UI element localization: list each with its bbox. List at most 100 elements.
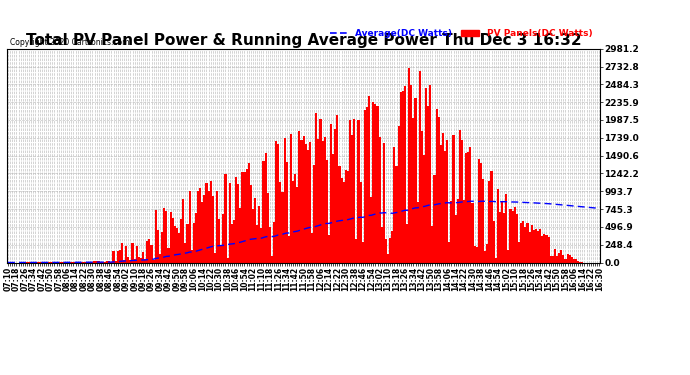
Bar bbox=[480, 164, 482, 262]
Bar bbox=[161, 232, 163, 262]
Bar bbox=[163, 208, 166, 262]
Bar bbox=[359, 182, 362, 262]
Bar bbox=[235, 177, 237, 262]
Bar bbox=[566, 254, 569, 262]
Bar bbox=[514, 207, 516, 262]
Bar bbox=[437, 117, 440, 262]
Bar bbox=[266, 193, 269, 262]
Bar bbox=[224, 174, 226, 262]
Bar bbox=[486, 244, 489, 262]
Bar bbox=[575, 259, 577, 262]
Bar bbox=[552, 255, 554, 262]
Bar bbox=[507, 250, 509, 262]
Bar bbox=[400, 92, 402, 262]
Bar bbox=[252, 209, 254, 262]
Bar bbox=[529, 232, 531, 262]
Bar bbox=[453, 135, 455, 262]
Bar bbox=[391, 231, 393, 262]
Bar bbox=[250, 185, 252, 262]
Bar bbox=[214, 253, 216, 262]
Bar bbox=[142, 252, 144, 262]
Bar bbox=[431, 226, 433, 262]
Bar bbox=[117, 252, 119, 262]
Bar bbox=[294, 174, 296, 262]
Bar bbox=[130, 260, 132, 262]
Bar bbox=[244, 172, 246, 262]
Text: Copyright 2020 Cartronics.com: Copyright 2020 Cartronics.com bbox=[10, 38, 129, 46]
Bar bbox=[237, 184, 239, 262]
Bar bbox=[562, 255, 564, 262]
Bar bbox=[138, 257, 140, 262]
Bar bbox=[385, 239, 387, 262]
Bar bbox=[292, 181, 294, 262]
Bar bbox=[174, 226, 176, 262]
Bar bbox=[296, 187, 298, 262]
Bar bbox=[226, 258, 228, 262]
Bar bbox=[533, 230, 535, 262]
Bar bbox=[254, 198, 256, 262]
Bar bbox=[465, 153, 467, 262]
Bar bbox=[539, 229, 541, 262]
Bar bbox=[93, 261, 96, 262]
Bar bbox=[146, 241, 148, 262]
Bar bbox=[499, 212, 501, 262]
Bar bbox=[85, 261, 87, 262]
Bar bbox=[248, 163, 250, 262]
Bar bbox=[144, 259, 146, 262]
Bar bbox=[402, 91, 404, 262]
Bar bbox=[406, 224, 408, 262]
Bar bbox=[150, 245, 152, 262]
Bar bbox=[140, 258, 142, 262]
Bar bbox=[334, 129, 336, 262]
Bar bbox=[427, 106, 429, 262]
Bar bbox=[341, 178, 343, 262]
Bar bbox=[317, 139, 319, 262]
Bar bbox=[328, 235, 330, 262]
Bar bbox=[284, 138, 286, 262]
Bar bbox=[132, 243, 134, 262]
Bar bbox=[417, 202, 419, 262]
Bar bbox=[493, 220, 495, 262]
Bar bbox=[509, 209, 511, 262]
Bar bbox=[338, 166, 341, 262]
Bar bbox=[446, 140, 448, 262]
Bar bbox=[389, 238, 391, 262]
Bar bbox=[96, 261, 98, 262]
Bar bbox=[178, 234, 180, 262]
Bar bbox=[560, 251, 562, 262]
Bar bbox=[108, 261, 110, 262]
Bar bbox=[411, 85, 413, 262]
Bar bbox=[463, 200, 465, 262]
Bar bbox=[379, 137, 381, 262]
Bar bbox=[349, 120, 351, 262]
Bar bbox=[457, 199, 459, 262]
Bar bbox=[222, 214, 224, 262]
Bar bbox=[362, 242, 364, 262]
Bar bbox=[269, 226, 271, 262]
Bar bbox=[241, 171, 244, 262]
Bar bbox=[368, 96, 370, 262]
Bar bbox=[558, 253, 560, 262]
Bar bbox=[264, 153, 266, 262]
Bar bbox=[444, 151, 446, 262]
Bar bbox=[123, 260, 125, 262]
Bar bbox=[524, 227, 526, 262]
Bar bbox=[233, 220, 235, 262]
Bar bbox=[180, 219, 182, 262]
Bar bbox=[279, 182, 282, 262]
Bar bbox=[326, 160, 328, 262]
Bar bbox=[125, 246, 127, 262]
Bar bbox=[315, 113, 317, 262]
Bar bbox=[375, 104, 377, 262]
Bar bbox=[157, 230, 159, 262]
Bar bbox=[577, 261, 579, 262]
Bar bbox=[324, 137, 326, 262]
Bar bbox=[273, 222, 275, 262]
Bar bbox=[372, 102, 375, 262]
Bar bbox=[256, 225, 258, 262]
Bar bbox=[218, 219, 220, 262]
Bar bbox=[184, 243, 186, 262]
Bar bbox=[345, 170, 347, 262]
Bar bbox=[290, 134, 292, 262]
Bar bbox=[343, 182, 345, 262]
